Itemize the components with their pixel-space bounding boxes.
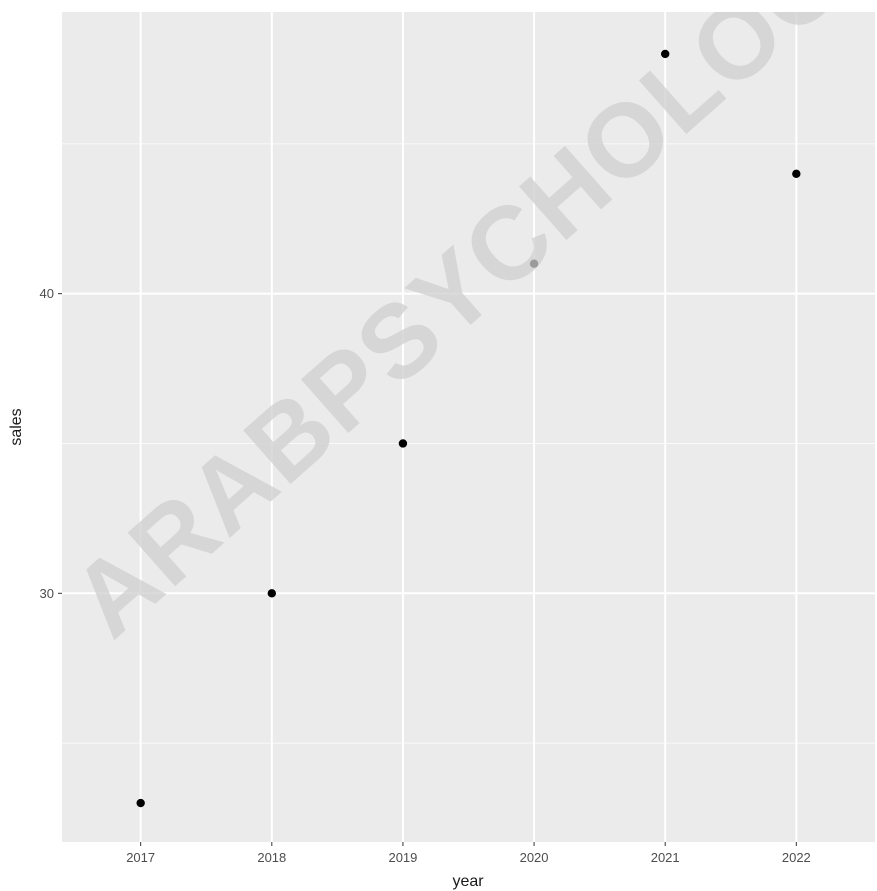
x-tick-label: 2021: [651, 850, 680, 865]
y-axis: 30 40: [40, 286, 62, 601]
minor-gridlines: [62, 143, 875, 744]
x-tick-label: 2017: [126, 850, 155, 865]
x-axis: 2017 2018 2019 2020 2021 2022: [126, 842, 811, 865]
y-tick-label: 40: [40, 286, 54, 301]
data-point: [529, 259, 539, 268]
x-tick-label: 2022: [782, 850, 811, 865]
y-tick-label: 30: [40, 586, 54, 601]
major-gridlines: [62, 12, 875, 842]
data-point: [267, 589, 277, 598]
data-point: [792, 169, 801, 179]
data-point: [398, 439, 408, 448]
x-axis-title: year: [452, 873, 484, 890]
data-point: [660, 49, 670, 59]
data-points: [136, 49, 801, 808]
x-tick-label: 2020: [520, 850, 549, 865]
plot-panel: [62, 12, 875, 842]
x-tick-label: 2019: [388, 850, 417, 865]
y-axis-title: sales: [8, 408, 25, 445]
x-tick-label: 2018: [257, 850, 286, 865]
data-point: [136, 798, 145, 808]
